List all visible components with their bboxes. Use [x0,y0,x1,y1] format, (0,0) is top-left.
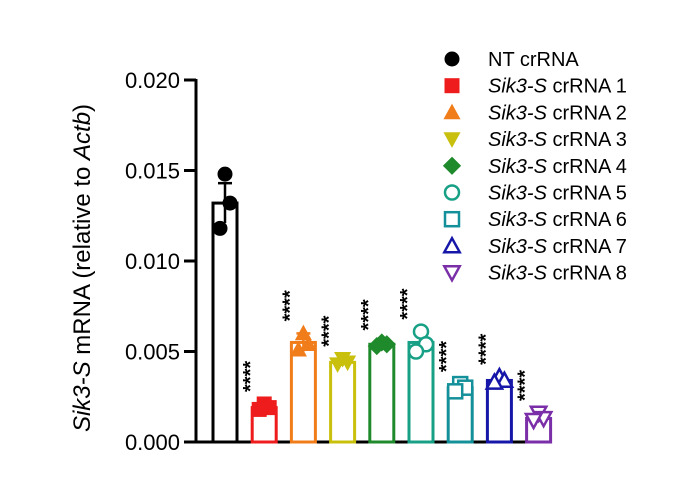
bar-group: **** [436,341,474,444]
legend-marker [444,51,460,67]
legend-label-text: crRNA 3 [547,129,627,151]
y-axis-label-part: ) [69,104,96,112]
legend-marker [442,265,462,283]
y-tick-label: 0.005 [125,340,180,365]
legend-label: Sik3-S crRNA 2 [488,102,627,124]
data-point [329,357,347,373]
legend-item: Sik3-S crRNA 6 [443,209,627,231]
legend-marker [442,156,462,175]
legend-marker [444,78,460,94]
y-axis-label-part: Sik3-S [69,361,96,432]
y-tick-label: 0.020 [125,68,180,93]
significance-label: **** [515,370,537,401]
legend-label-gene: Sik3-S [488,236,548,258]
legend-label-text: crRNA 1 [547,76,627,98]
bar [329,360,357,444]
legend-label: Sik3-S crRNA 4 [488,156,627,178]
significance-label: **** [240,361,262,392]
legend-item: Sik3-S crRNA 3 [443,129,627,151]
significance-label: **** [475,333,497,364]
bar-group [211,166,239,444]
y-tick-label: 0.000 [125,430,180,455]
axes: 0.000 0.005 0.010 0.015 0.020 Sik3-S mRNA (re… [69,68,552,455]
legend-label: Sik3-S crRNA 8 [488,263,627,285]
data-point [367,336,386,356]
data-point [294,324,312,341]
bar-group: **** [279,290,317,444]
significance-label: **** [436,341,458,372]
data-point [484,371,505,390]
legend-item: Sik3-S crRNA 8 [442,263,627,285]
data-point [407,343,425,360]
data-point [446,383,464,400]
significance-label: **** [319,315,341,346]
legend-marker [442,235,462,254]
legend-item: Sik3-S crRNA 7 [442,235,627,258]
bar-group: **** [319,315,357,444]
bar-group: **** [475,333,515,444]
bar-group: **** [358,299,396,444]
legend-item: Sik3-S crRNA 5 [443,183,627,205]
legend-label-gene: Sik3-S [488,209,548,231]
legend-marker [443,210,461,228]
data-point [251,401,267,417]
y-axis-label-part: Actb [69,112,96,162]
data-point [212,220,228,236]
legend-item: Sik3-S crRNA 4 [442,156,627,178]
legend-label-text: NT crRNA [488,49,579,71]
legend-label: NT crRNA [488,49,579,71]
legend-label-text: crRNA 8 [547,263,627,285]
y-tick-label: 0.015 [125,159,180,184]
legend-label-gene: Sik3-S [488,156,548,178]
legend-marker [443,103,461,120]
bar [211,201,239,444]
legend-label-text: crRNA 6 [547,209,627,231]
y-axis-label-part: mRNA (relative to [69,160,96,361]
legend-label-gene: Sik3-S [488,183,548,205]
bar-group: **** [515,370,554,444]
legend-label-text: crRNA 7 [547,236,627,258]
y-axis-label: Sik3-S mRNA (relative to Actb) [69,104,96,432]
legend-label-gene: Sik3-S [488,76,548,98]
significance-label: **** [358,299,380,330]
significance-label: **** [397,288,419,319]
legend-label: Sik3-S crRNA 3 [488,129,627,151]
legend-label-gene: Sik3-S [488,102,548,124]
bar [368,342,396,444]
bar [289,340,317,444]
legend-label: Sik3-S crRNA 1 [488,76,627,98]
bar-group: **** [397,288,435,444]
legend-label: Sik3-S crRNA 7 [488,236,627,258]
data-point [222,195,238,211]
legend-item: Sik3-S crRNA 2 [443,102,627,124]
significance-label: **** [279,290,301,321]
legend-label: Sik3-S crRNA 5 [488,183,627,205]
legend-label: Sik3-S crRNA 6 [488,209,627,231]
legend-marker [443,132,461,148]
data-point [289,340,307,357]
legend-item: Sik3-S crRNA 1 [444,76,627,98]
legend-label-text: crRNA 4 [547,156,627,178]
bars: **** **** **** **** **** **** **** **** [211,166,554,444]
legend-label-gene: Sik3-S [488,263,548,285]
legend-label-text: crRNA 2 [547,102,627,124]
bar-group: **** [240,361,278,444]
data-point [299,335,317,352]
y-tick-label: 0.010 [125,249,180,274]
data-point [523,412,544,431]
legend-item: NT crRNA [444,49,579,71]
legend-label-text: crRNA 5 [547,183,627,205]
data-point [217,166,233,182]
legend-label-gene: Sik3-S [488,129,548,151]
legend-marker [443,184,461,201]
